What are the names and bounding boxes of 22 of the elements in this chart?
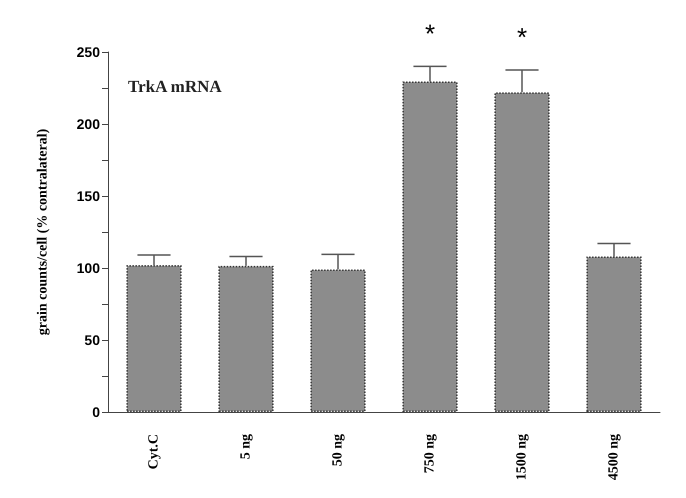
- annotation: *: [424, 18, 436, 48]
- y-tick-label: 50: [84, 332, 100, 348]
- y-tick-label: 150: [76, 188, 100, 204]
- x-tick-label: 4500 ng: [606, 434, 622, 480]
- y-tick-label: 0: [92, 404, 100, 420]
- bar: [218, 266, 274, 412]
- bar: [126, 265, 182, 412]
- x-tick-label: 50 ng: [330, 434, 346, 466]
- x-tick-label: 5 ng: [238, 434, 254, 460]
- annotation: TrkA mRNA: [128, 77, 222, 96]
- y-tick-label: 250: [76, 44, 100, 60]
- x-tick-label: Cyt.C: [146, 434, 162, 470]
- annotation: *: [516, 22, 528, 52]
- y-axis-title: grain counts/cell (% contralateral): [36, 128, 50, 336]
- bar: [310, 269, 366, 412]
- y-tick-label: 200: [76, 116, 100, 132]
- x-tick-label: 750 ng: [422, 434, 438, 474]
- bar: [494, 92, 550, 412]
- x-tick-label: 1500 ng: [514, 434, 530, 480]
- bar: [402, 82, 458, 412]
- y-tick-label: 100: [76, 260, 100, 276]
- bar: [586, 256, 642, 412]
